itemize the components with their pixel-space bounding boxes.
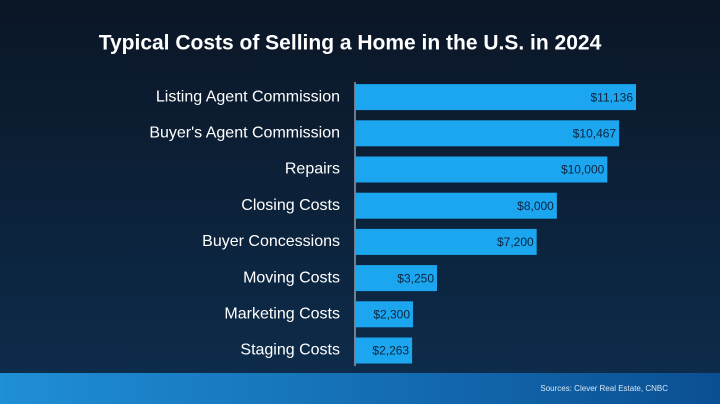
value-label: $2,300 [373,307,410,321]
source-note: Sources: Clever Real Estate, CNBC [540,384,668,393]
bar [355,337,413,364]
bar [355,120,620,147]
value-label: $7,200 [497,235,534,249]
y-tick-label: Buyer's Agent Commission [149,125,340,142]
bar [355,301,414,328]
value-label: $10,467 [573,126,617,140]
y-tick-label: Moving Costs [243,269,340,286]
y-tick-label: Buyer Concessions [202,233,340,250]
value-label: $10,000 [561,163,605,177]
bar [355,84,636,111]
footer-band [0,373,720,404]
y-tick-label: Listing Agent Commission [156,88,340,105]
value-label: $8,000 [517,199,554,213]
y-tick-label: Staging Costs [240,342,340,359]
y-tick-label: Marketing Costs [224,306,340,323]
bar [355,228,537,255]
y-tick-label: Closing Costs [241,197,340,214]
bar [355,156,608,183]
bar [355,265,438,292]
value-label: $11,136 [591,90,634,104]
value-label: $2,263 [372,344,409,358]
value-label: $3,250 [397,271,434,285]
y-tick-label: Repairs [285,161,340,178]
chart-title: Typical Costs of Selling a Home in the U… [99,32,602,55]
bar [355,192,557,219]
